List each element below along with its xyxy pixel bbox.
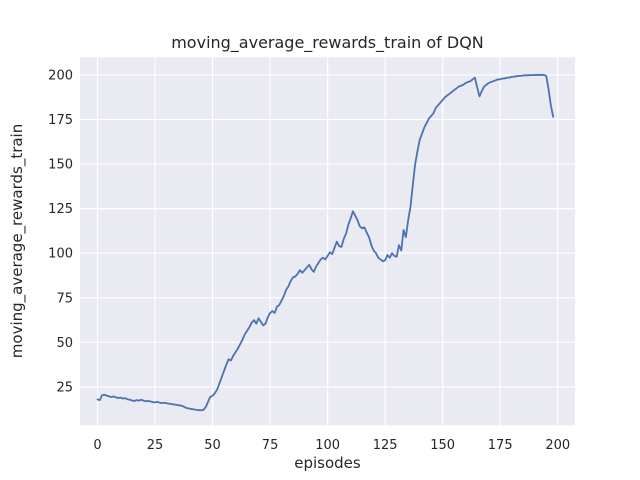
svg-text:175: 175	[488, 438, 513, 453]
svg-text:150: 150	[48, 158, 73, 173]
chart-title: moving_average_rewards_train of DQN	[171, 33, 484, 53]
svg-text:200: 200	[545, 438, 570, 453]
svg-text:200: 200	[48, 68, 73, 83]
y-tick-labels: 25 50 75 100 125 150 175 200	[48, 68, 73, 395]
svg-text:100: 100	[315, 438, 340, 453]
svg-text:100: 100	[48, 247, 73, 262]
reward-line	[96, 74, 555, 412]
svg-text:50: 50	[56, 336, 73, 351]
svg-text:175: 175	[48, 113, 73, 128]
y-axis-label: moving_average_rewards_train	[8, 124, 27, 358]
x-tick-labels: 0 25 50 75 100 125 150 175 200	[93, 438, 570, 453]
svg-text:75: 75	[262, 438, 279, 453]
svg-text:75: 75	[56, 291, 73, 306]
svg-text:150: 150	[430, 438, 455, 453]
svg-text:50: 50	[204, 438, 221, 453]
svg-text:0: 0	[93, 438, 101, 453]
svg-text:25: 25	[56, 380, 73, 395]
grid-lines	[80, 57, 575, 426]
svg-text:125: 125	[48, 202, 73, 217]
x-axis-label: episodes	[294, 454, 361, 472]
svg-text:25: 25	[147, 438, 164, 453]
svg-text:125: 125	[373, 438, 398, 453]
